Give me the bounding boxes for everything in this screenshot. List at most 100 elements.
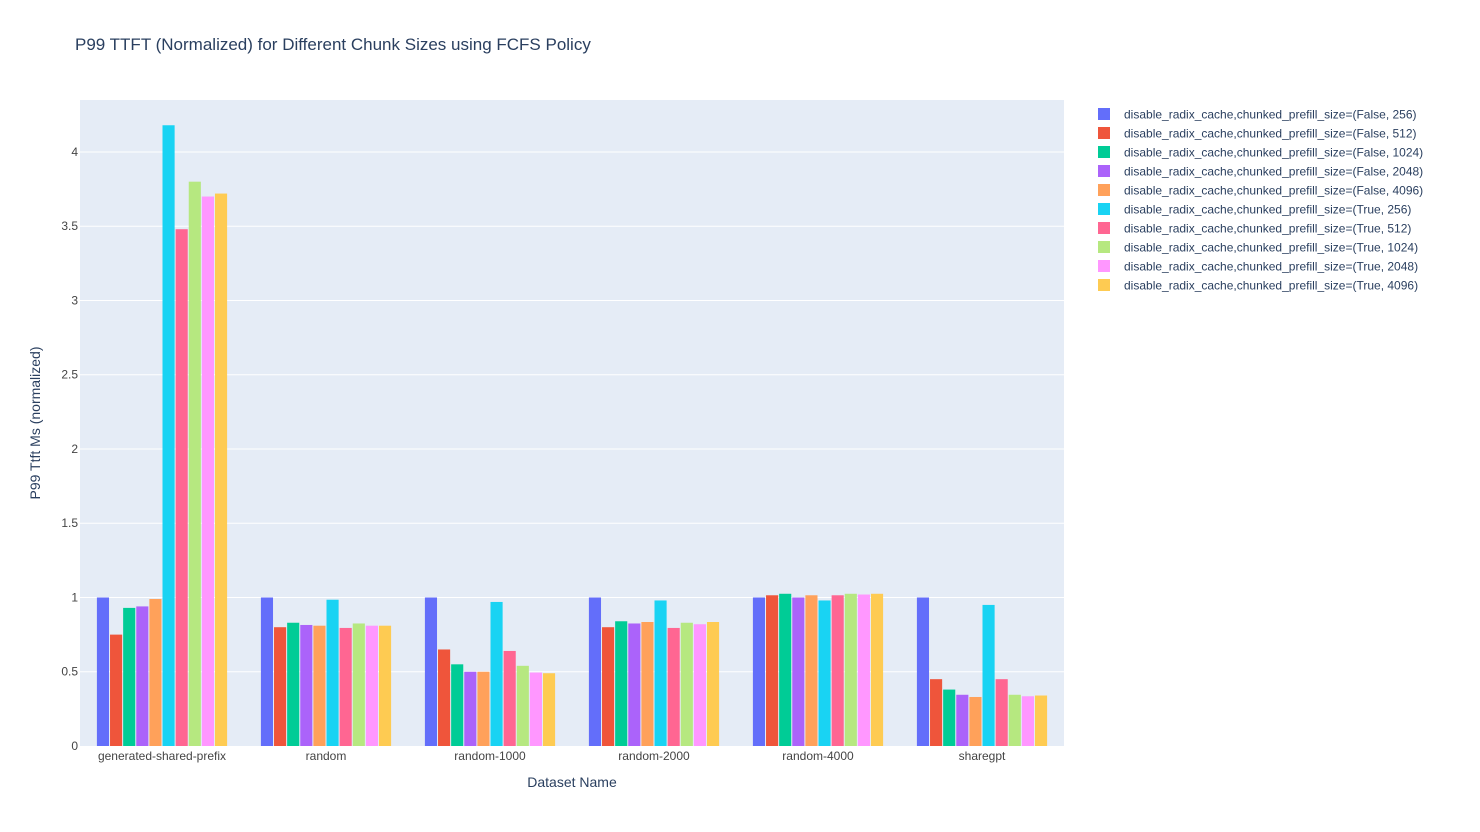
bar[interactable]	[930, 679, 943, 746]
y-axis-ticks: 0 0.5 1 1.5 2 2.5 3 3.5 4	[61, 145, 78, 753]
bar[interactable]	[1034, 695, 1048, 746]
x-axis-ticks: generated-shared-prefix random random-1000…	[98, 749, 1006, 763]
bar[interactable]	[588, 597, 602, 746]
y-tick-label: 0	[71, 739, 78, 753]
bar[interactable]	[378, 625, 392, 746]
legend-label: disable_radix_cache,chunked_prefill_size…	[1124, 260, 1418, 274]
bar[interactable]	[641, 622, 654, 746]
legend-item[interactable]: disable_radix_cache,chunked_prefill_size…	[1098, 108, 1417, 122]
bar[interactable]	[982, 604, 995, 746]
bar[interactable]	[602, 627, 615, 746]
bar[interactable]	[943, 689, 956, 746]
bar[interactable]	[792, 597, 805, 746]
bar[interactable]	[1008, 694, 1021, 746]
legend-item[interactable]: disable_radix_cache,chunked_prefill_size…	[1098, 165, 1423, 179]
bar[interactable]	[352, 623, 365, 746]
bar[interactable]	[477, 671, 490, 746]
gridlines	[80, 151, 1064, 673]
legend-item[interactable]: disable_radix_cache,chunked_prefill_size…	[1098, 146, 1423, 160]
legend-item[interactable]: disable_radix_cache,chunked_prefill_size…	[1098, 279, 1418, 293]
bar[interactable]	[201, 196, 214, 746]
bar[interactable]	[313, 625, 326, 746]
bars	[96, 125, 1048, 746]
bar[interactable]	[260, 597, 274, 746]
legend-swatch	[1098, 241, 1110, 253]
bar[interactable]	[752, 597, 766, 746]
bar[interactable]	[516, 665, 529, 746]
legend-label: disable_radix_cache,chunked_prefill_size…	[1124, 165, 1423, 179]
bar[interactable]	[529, 672, 542, 746]
legend-label: disable_radix_cache,chunked_prefill_size…	[1124, 127, 1417, 141]
x-axis-title: Dataset Name	[527, 774, 617, 790]
bar[interactable]	[628, 623, 641, 746]
bar[interactable]	[857, 594, 870, 746]
bar[interactable]	[766, 595, 779, 746]
bar[interactable]	[149, 598, 162, 746]
legend-item[interactable]: disable_radix_cache,chunked_prefill_size…	[1098, 184, 1423, 198]
bar[interactable]	[805, 595, 818, 746]
bar[interactable]	[214, 193, 228, 746]
bar[interactable]	[96, 597, 110, 746]
legend-item[interactable]: disable_radix_cache,chunked_prefill_size…	[1098, 260, 1418, 274]
legend-label: disable_radix_cache,chunked_prefill_size…	[1124, 222, 1411, 236]
bar[interactable]	[667, 627, 680, 746]
x-tick-label: random-2000	[618, 749, 690, 763]
legend-label: disable_radix_cache,chunked_prefill_size…	[1124, 279, 1418, 293]
bar[interactable]	[175, 229, 188, 746]
bar[interactable]	[464, 671, 477, 746]
bar[interactable]	[615, 621, 628, 746]
bar[interactable]	[916, 597, 930, 746]
bar[interactable]	[831, 595, 844, 746]
legend-item[interactable]: disable_radix_cache,chunked_prefill_size…	[1098, 241, 1418, 255]
bar[interactable]	[779, 593, 792, 746]
bar[interactable]	[870, 593, 884, 746]
bar[interactable]	[424, 597, 438, 746]
bar[interactable]	[123, 607, 136, 746]
y-tick-label: 0.5	[61, 665, 78, 679]
x-tick-label: random-4000	[782, 749, 854, 763]
legend-swatch	[1098, 127, 1110, 139]
bar[interactable]	[680, 622, 693, 746]
bar[interactable]	[136, 606, 149, 746]
bar[interactable]	[490, 601, 503, 746]
bar[interactable]	[956, 694, 969, 746]
bar[interactable]	[339, 627, 352, 746]
x-tick-label: random	[306, 749, 347, 763]
x-tick-label: random-1000	[454, 749, 526, 763]
bar[interactable]	[326, 599, 339, 746]
bar[interactable]	[818, 600, 831, 746]
legend-item[interactable]: disable_radix_cache,chunked_prefill_size…	[1098, 203, 1411, 217]
bar[interactable]	[451, 664, 464, 746]
y-tick-label: 3	[71, 293, 78, 307]
y-tick-label: 2.5	[61, 368, 78, 382]
bar[interactable]	[300, 624, 313, 746]
legend-label: disable_radix_cache,chunked_prefill_size…	[1124, 241, 1418, 255]
bar[interactable]	[188, 181, 201, 746]
bar[interactable]	[706, 622, 720, 746]
bar[interactable]	[274, 627, 287, 746]
bar[interactable]	[287, 622, 300, 746]
bar[interactable]	[110, 634, 123, 746]
bar[interactable]	[969, 696, 982, 746]
bar[interactable]	[1021, 696, 1034, 746]
legend-item[interactable]: disable_radix_cache,chunked_prefill_size…	[1098, 222, 1411, 236]
legend-label: disable_radix_cache,chunked_prefill_size…	[1124, 184, 1423, 198]
y-tick-label: 2	[71, 442, 78, 456]
y-axis-title: P99 Ttft Ms (normalized)	[27, 346, 43, 499]
legend-item[interactable]: disable_radix_cache,chunked_prefill_size…	[1098, 127, 1417, 141]
bar[interactable]	[995, 679, 1008, 746]
legend-swatch	[1098, 279, 1110, 291]
x-tick-label: generated-shared-prefix	[98, 749, 226, 763]
bar[interactable]	[542, 673, 556, 746]
bar[interactable]	[365, 625, 378, 746]
bar[interactable]	[844, 593, 857, 746]
bar[interactable]	[654, 600, 667, 746]
bar[interactable]	[503, 650, 516, 746]
bar[interactable]	[693, 624, 706, 746]
bar[interactable]	[438, 649, 451, 746]
legend-swatch	[1098, 222, 1110, 234]
legend-swatch	[1098, 260, 1110, 272]
bar[interactable]	[162, 125, 175, 746]
